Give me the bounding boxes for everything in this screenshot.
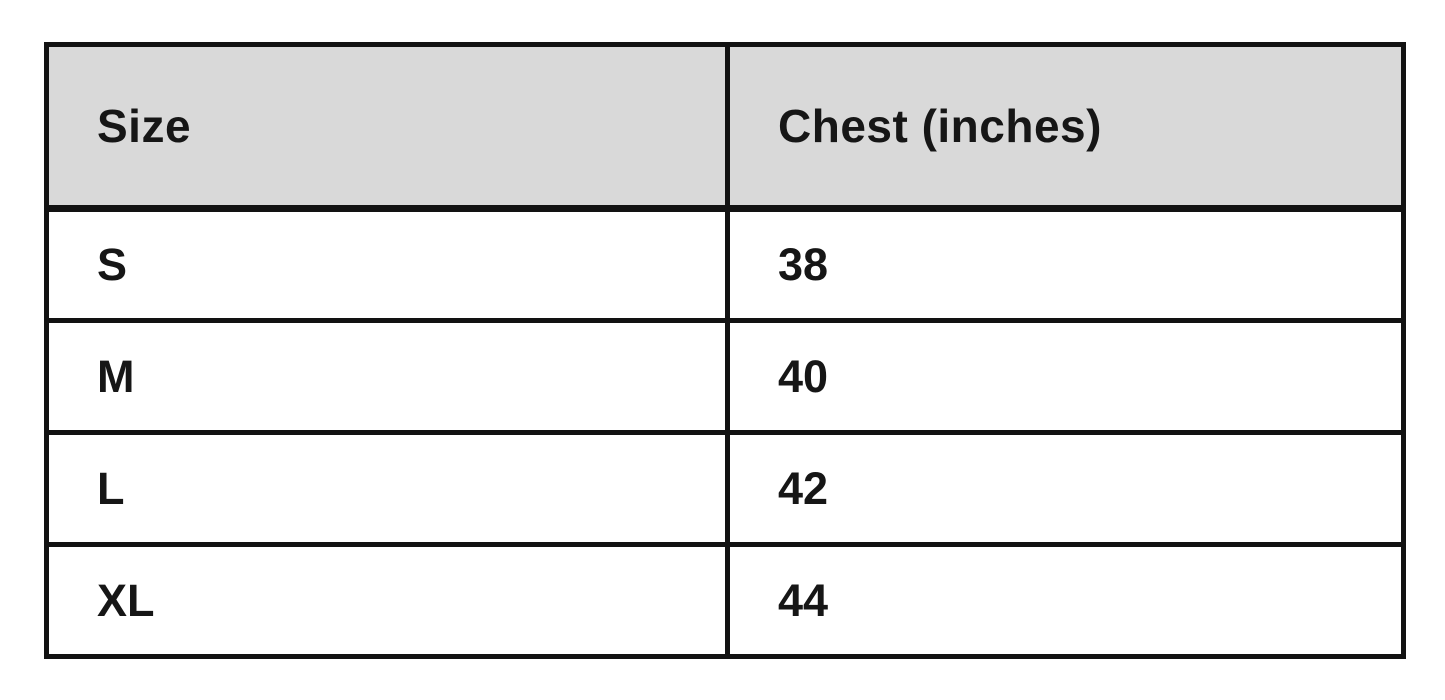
column-header-size: Size [44, 42, 730, 212]
size-chart-table: Size Chest (inches) S 38 M 40 L 42 XL 44 [44, 42, 1406, 659]
chest-cell: 42 [725, 430, 1406, 547]
table-row: L 42 [44, 430, 1406, 547]
table-row: M 40 [44, 318, 1406, 435]
table-row: S 38 [44, 206, 1406, 323]
size-cell: L [44, 430, 730, 547]
header-row: Size Chest (inches) [44, 42, 1406, 212]
size-cell: XL [44, 542, 730, 659]
chest-cell: 44 [725, 542, 1406, 659]
column-header-chest: Chest (inches) [725, 42, 1406, 212]
table-row: XL 44 [44, 542, 1406, 659]
chest-cell: 38 [725, 206, 1406, 323]
size-cell: S [44, 206, 730, 323]
chest-cell: 40 [725, 318, 1406, 435]
size-cell: M [44, 318, 730, 435]
